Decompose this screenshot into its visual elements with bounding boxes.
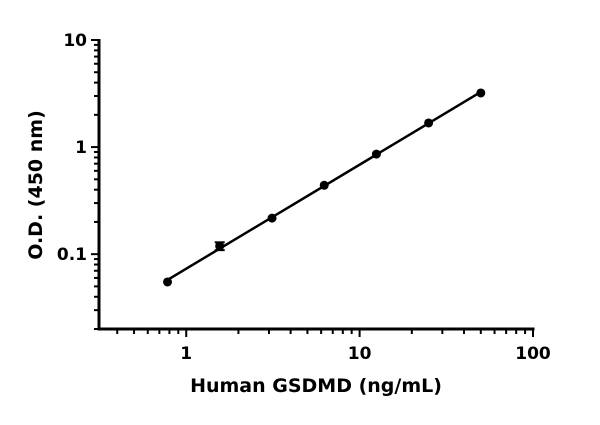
x-tick-label: 1	[180, 344, 192, 364]
y-tick-label: 10	[63, 31, 87, 51]
x-axis-label: Human GSDMD (ng/mL)	[190, 375, 442, 397]
data-point	[319, 180, 329, 190]
y-tick-label: 0.1	[57, 245, 87, 265]
x-tick-label: 10	[348, 344, 372, 364]
x-tick-label: 100	[515, 344, 551, 364]
y-axis-label: O.D. (450 nm)	[25, 110, 47, 260]
axes: 0.1 1 10 1 10 100	[57, 31, 551, 364]
data-point	[215, 241, 225, 251]
data-point	[371, 149, 381, 159]
data-point	[163, 277, 173, 287]
y-tick-label: 1	[75, 138, 87, 158]
data-marks	[163, 88, 486, 287]
data-point	[424, 118, 434, 128]
data-point	[476, 88, 486, 98]
data-point	[267, 213, 277, 223]
